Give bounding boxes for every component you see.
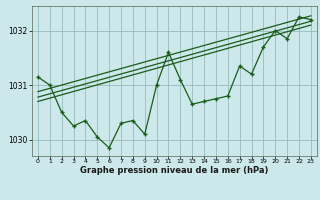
- X-axis label: Graphe pression niveau de la mer (hPa): Graphe pression niveau de la mer (hPa): [80, 166, 268, 175]
